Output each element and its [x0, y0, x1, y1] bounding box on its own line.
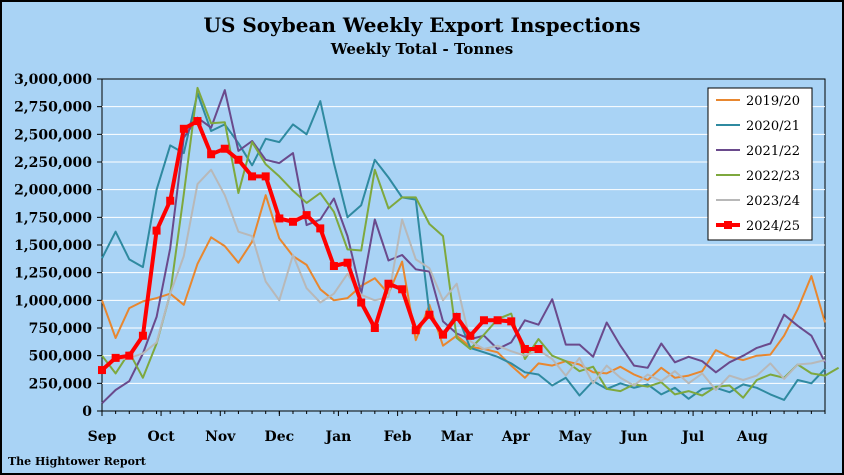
series-line-2019-20 [101, 194, 826, 381]
x-tick-label: Dec [265, 429, 295, 445]
y-tick-label: 2,750,000 [14, 100, 92, 116]
x-tick-label: Nov [205, 429, 236, 445]
legend-label: 2024/25 [746, 219, 800, 234]
data-point-marker [98, 366, 106, 375]
data-point-marker [316, 224, 325, 233]
grid-lines [102, 106, 825, 384]
y-axis-ticks: 0 250,000 500,000 750,000 1,000,000 1,250,000… [14, 72, 102, 420]
x-tick-label: Mar [441, 429, 474, 445]
data-point-marker [370, 324, 379, 332]
data-point-marker [329, 262, 338, 271]
data-point-marker [479, 316, 488, 325]
data-point-marker [193, 117, 202, 126]
x-tick-label: May [559, 429, 593, 445]
data-point-marker [452, 312, 461, 321]
data-point-marker [384, 279, 393, 288]
data-point-marker [520, 345, 529, 354]
chart-subtitle: Weekly Total - Tonnes [330, 40, 513, 58]
y-tick-label: 250,000 [29, 376, 93, 392]
data-point-marker [534, 345, 543, 354]
data-point-marker [234, 155, 243, 164]
data-point-marker [220, 144, 229, 153]
data-point-marker [302, 211, 311, 220]
y-tick-label: 500,000 [29, 349, 93, 365]
y-tick-label: 1,000,000 [14, 293, 92, 309]
series-line-2021-22 [101, 89, 826, 405]
x-tick-label: Apr [501, 429, 531, 445]
legend-box [707, 87, 813, 241]
data-point-marker [343, 258, 352, 267]
data-point-marker [357, 298, 366, 307]
source-note: The Hightower Report [8, 455, 147, 468]
data-point-marker [261, 172, 270, 181]
data-point-marker [507, 317, 516, 326]
data-point-marker [152, 226, 161, 235]
data-point-marker [248, 172, 257, 181]
data-point-marker [138, 331, 147, 340]
legend: 2019/20 2020/21 2021/22 2022/23 2023/24 2024/… [707, 87, 813, 241]
data-point-marker [125, 351, 134, 360]
legend-label: 2020/21 [746, 119, 800, 134]
data-point-marker [411, 326, 420, 335]
x-tick-label: Sep [88, 429, 117, 445]
data-point-marker [439, 330, 448, 339]
series-line-2023-24 [101, 168, 826, 391]
legend-label: 2019/20 [746, 94, 800, 109]
y-tick-label: 2,500,000 [14, 127, 92, 143]
x-tick-label: Jan [323, 429, 351, 445]
y-tick-label: 1,500,000 [14, 238, 92, 254]
y-tick-label: 750,000 [29, 321, 93, 337]
legend-marker [724, 221, 732, 229]
y-tick-label: 2,000,000 [14, 183, 92, 199]
x-tick-label: Jul [680, 429, 704, 445]
y-tick-label: 3,000,000 [14, 72, 92, 88]
legend-label: 2022/23 [746, 169, 800, 184]
data-point-marker [288, 217, 297, 226]
data-point-marker [493, 316, 502, 325]
x-tick-label: Aug [736, 429, 768, 445]
y-tick-label: 2,250,000 [14, 155, 92, 171]
data-point-marker [466, 331, 475, 340]
x-tick-label: Feb [384, 429, 412, 445]
x-axis-ticks: Sep Oct Nov Dec Jan Feb Mar Apr May Jun Jul Aug [88, 411, 826, 445]
legend-label: 2023/24 [746, 194, 800, 209]
y-tick-label: 0 [82, 404, 92, 420]
data-point-marker [166, 196, 175, 205]
data-point-marker [207, 150, 216, 159]
x-tick-label: Oct [147, 429, 175, 445]
data-point-marker [179, 124, 188, 133]
y-tick-label: 1,250,000 [14, 266, 92, 282]
series-lines [98, 86, 840, 405]
data-point-marker [111, 353, 120, 362]
y-tick-label: 1,750,000 [14, 210, 92, 226]
data-point-marker [425, 310, 434, 319]
data-point-marker [398, 285, 407, 294]
series-line-2022-23 [101, 86, 840, 399]
data-point-marker [275, 214, 284, 223]
legend-label: 2021/22 [746, 144, 800, 159]
chart-title: US Soybean Weekly Export Inspections [204, 13, 641, 37]
series-line-2020-21 [101, 92, 826, 401]
x-tick-label: Jun [619, 429, 648, 445]
